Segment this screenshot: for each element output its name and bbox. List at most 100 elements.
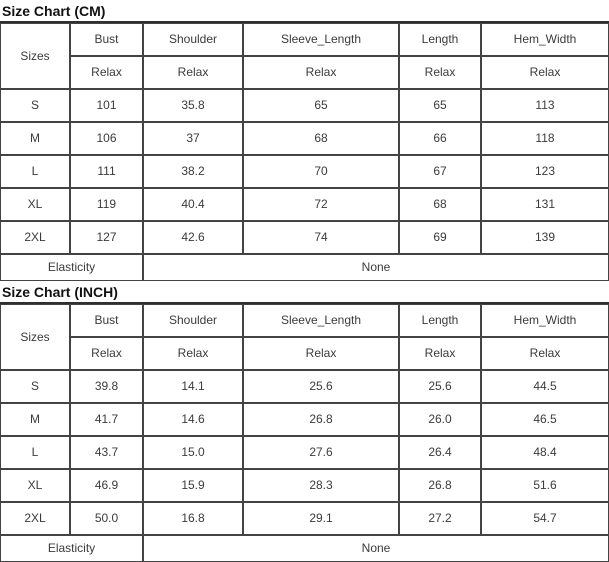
table-row-l: L 111 38.2 70 67 123 (0, 155, 609, 188)
size-label: M (0, 403, 70, 436)
value-cell: 14.1 (143, 370, 243, 403)
value-cell: 65 (243, 89, 399, 122)
size-label: 2XL (0, 221, 70, 254)
value-cell: 43.7 (70, 436, 143, 469)
value-cell: 44.5 (481, 370, 609, 403)
value-cell: 101 (70, 89, 143, 122)
size-label: XL (0, 188, 70, 221)
value-cell: 26.4 (399, 436, 481, 469)
fit-cell: Relax (243, 337, 399, 370)
value-cell: 42.6 (143, 221, 243, 254)
table-row-s: S 39.8 14.1 25.6 25.6 44.5 (0, 370, 609, 403)
value-cell: 40.4 (143, 188, 243, 221)
value-cell: 66 (399, 122, 481, 155)
value-cell: 51.6 (481, 469, 609, 502)
value-cell: 70 (243, 155, 399, 188)
size-label: S (0, 89, 70, 122)
value-cell: 26.8 (399, 469, 481, 502)
value-cell: 54.7 (481, 502, 609, 535)
value-cell: 68 (243, 122, 399, 155)
size-chart-cm-table: Sizes Bust Shoulder Sleeve_Length Length… (0, 23, 609, 281)
value-cell: 28.3 (243, 469, 399, 502)
value-cell: 131 (481, 188, 609, 221)
column-header-hem-width: Hem_Width (481, 304, 609, 337)
value-cell: 14.6 (143, 403, 243, 436)
column-header-sizes: Sizes (0, 23, 70, 89)
column-header-shoulder: Shoulder (143, 304, 243, 337)
elasticity-value: None (143, 254, 609, 281)
size-label: S (0, 370, 70, 403)
fit-cell: Relax (481, 56, 609, 89)
table-row-m: M 106 37 68 66 118 (0, 122, 609, 155)
column-header-sleeve-length: Sleeve_Length (243, 304, 399, 337)
elasticity-row: Elasticity None (0, 254, 609, 281)
column-header-sleeve-length: Sleeve_Length (243, 23, 399, 56)
value-cell: 111 (70, 155, 143, 188)
fit-cell: Relax (70, 337, 143, 370)
fit-cell: Relax (399, 56, 481, 89)
elasticity-label: Elasticity (0, 535, 143, 562)
value-cell: 39.8 (70, 370, 143, 403)
size-label: L (0, 436, 70, 469)
value-cell: 46.9 (70, 469, 143, 502)
table-row-2xl: 2XL 50.0 16.8 29.1 27.2 54.7 (0, 502, 609, 535)
size-chart-inch-section: Size Chart (INCH) Sizes Bust Shoulder Sl… (0, 281, 609, 562)
table-row-m: M 41.7 14.6 26.8 26.0 46.5 (0, 403, 609, 436)
value-cell: 113 (481, 89, 609, 122)
header-row: Sizes Bust Shoulder Sleeve_Length Length… (0, 304, 609, 370)
header-row: Sizes Bust Shoulder Sleeve_Length Length… (0, 23, 609, 89)
value-cell: 74 (243, 221, 399, 254)
fit-cell: Relax (70, 56, 143, 89)
size-chart-cm-title: Size Chart (CM) (0, 0, 609, 23)
size-label: 2XL (0, 502, 70, 535)
value-cell: 123 (481, 155, 609, 188)
value-cell: 16.8 (143, 502, 243, 535)
column-header-hem-width: Hem_Width (481, 23, 609, 56)
size-chart-inch-table: Sizes Bust Shoulder Sleeve_Length Length… (0, 304, 609, 562)
table-row-s: S 101 35.8 65 65 113 (0, 89, 609, 122)
value-cell: 15.0 (143, 436, 243, 469)
value-cell: 50.0 (70, 502, 143, 535)
table-row-xl: XL 119 40.4 72 68 131 (0, 188, 609, 221)
value-cell: 127 (70, 221, 143, 254)
value-cell: 48.4 (481, 436, 609, 469)
value-cell: 38.2 (143, 155, 243, 188)
size-chart-inch-title: Size Chart (INCH) (0, 281, 609, 304)
value-cell: 67 (399, 155, 481, 188)
size-label: XL (0, 469, 70, 502)
value-cell: 41.7 (70, 403, 143, 436)
value-cell: 26.0 (399, 403, 481, 436)
value-cell: 106 (70, 122, 143, 155)
column-header-bust: Bust (70, 304, 143, 337)
value-cell: 35.8 (143, 89, 243, 122)
fit-cell: Relax (143, 337, 243, 370)
size-label: L (0, 155, 70, 188)
value-cell: 139 (481, 221, 609, 254)
value-cell: 25.6 (243, 370, 399, 403)
fit-row: Relax Relax Relax Relax Relax (0, 337, 609, 370)
value-cell: 68 (399, 188, 481, 221)
fit-cell: Relax (399, 337, 481, 370)
value-cell: 118 (481, 122, 609, 155)
table-row-l: L 43.7 15.0 27.6 26.4 48.4 (0, 436, 609, 469)
value-cell: 69 (399, 221, 481, 254)
fit-cell: Relax (481, 337, 609, 370)
value-cell: 65 (399, 89, 481, 122)
value-cell: 25.6 (399, 370, 481, 403)
size-label: M (0, 122, 70, 155)
column-header-bust: Bust (70, 23, 143, 56)
value-cell: 37 (143, 122, 243, 155)
column-header-shoulder: Shoulder (143, 23, 243, 56)
value-cell: 46.5 (481, 403, 609, 436)
value-cell: 27.6 (243, 436, 399, 469)
elasticity-value: None (143, 535, 609, 562)
elasticity-label: Elasticity (0, 254, 143, 281)
value-cell: 72 (243, 188, 399, 221)
elasticity-row: Elasticity None (0, 535, 609, 562)
column-header-length: Length (399, 23, 481, 56)
value-cell: 29.1 (243, 502, 399, 535)
column-header-length: Length (399, 304, 481, 337)
value-cell: 27.2 (399, 502, 481, 535)
fit-row: Relax Relax Relax Relax Relax (0, 56, 609, 89)
column-header-sizes: Sizes (0, 304, 70, 370)
